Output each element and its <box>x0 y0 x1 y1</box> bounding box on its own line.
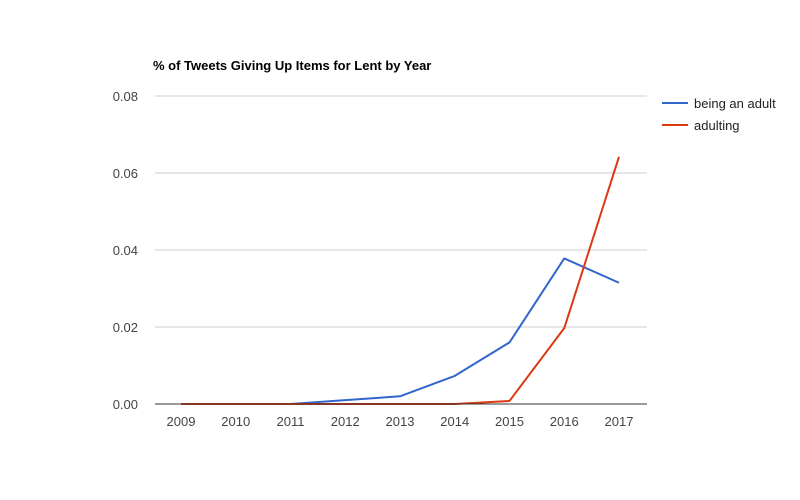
series-lines <box>181 156 620 405</box>
x-tick-label: 2011 <box>277 414 305 429</box>
x-axis-ticks: 2009 2010 2011 2012 2013 2014 2015 2016 2017 <box>167 414 634 429</box>
x-tick-label: 2016 <box>550 414 579 429</box>
x-tick-label: 2013 <box>386 414 415 429</box>
chart-title: % of Tweets Giving Up Items for Lent by … <box>153 58 431 73</box>
gridlines <box>155 95 647 328</box>
legend-item[interactable]: adulting <box>662 118 740 133</box>
legend-label: adulting <box>694 118 740 133</box>
series-line-2 <box>181 156 620 405</box>
x-tick-label: 2014 <box>440 414 469 429</box>
y-tick-label: 0.08 <box>113 89 138 104</box>
y-tick-label: 0.02 <box>113 320 138 335</box>
x-tick-label: 2017 <box>605 414 634 429</box>
legend-label: being an adult <box>694 96 776 111</box>
y-axis-ticks: 0.00 0.02 0.04 0.06 0.08 <box>113 89 138 412</box>
x-tick-label: 2009 <box>167 414 196 429</box>
series-line-1 <box>181 257 620 405</box>
legend[interactable]: being an adult adulting <box>662 96 776 133</box>
y-tick-label: 0.06 <box>113 166 138 181</box>
x-tick-label: 2012 <box>331 414 360 429</box>
x-tick-label: 2010 <box>221 414 250 429</box>
y-tick-label: 0.04 <box>113 243 138 258</box>
y-tick-label: 0.00 <box>113 397 138 412</box>
x-tick-label: 2015 <box>495 414 524 429</box>
legend-item[interactable]: being an adult <box>662 96 776 111</box>
